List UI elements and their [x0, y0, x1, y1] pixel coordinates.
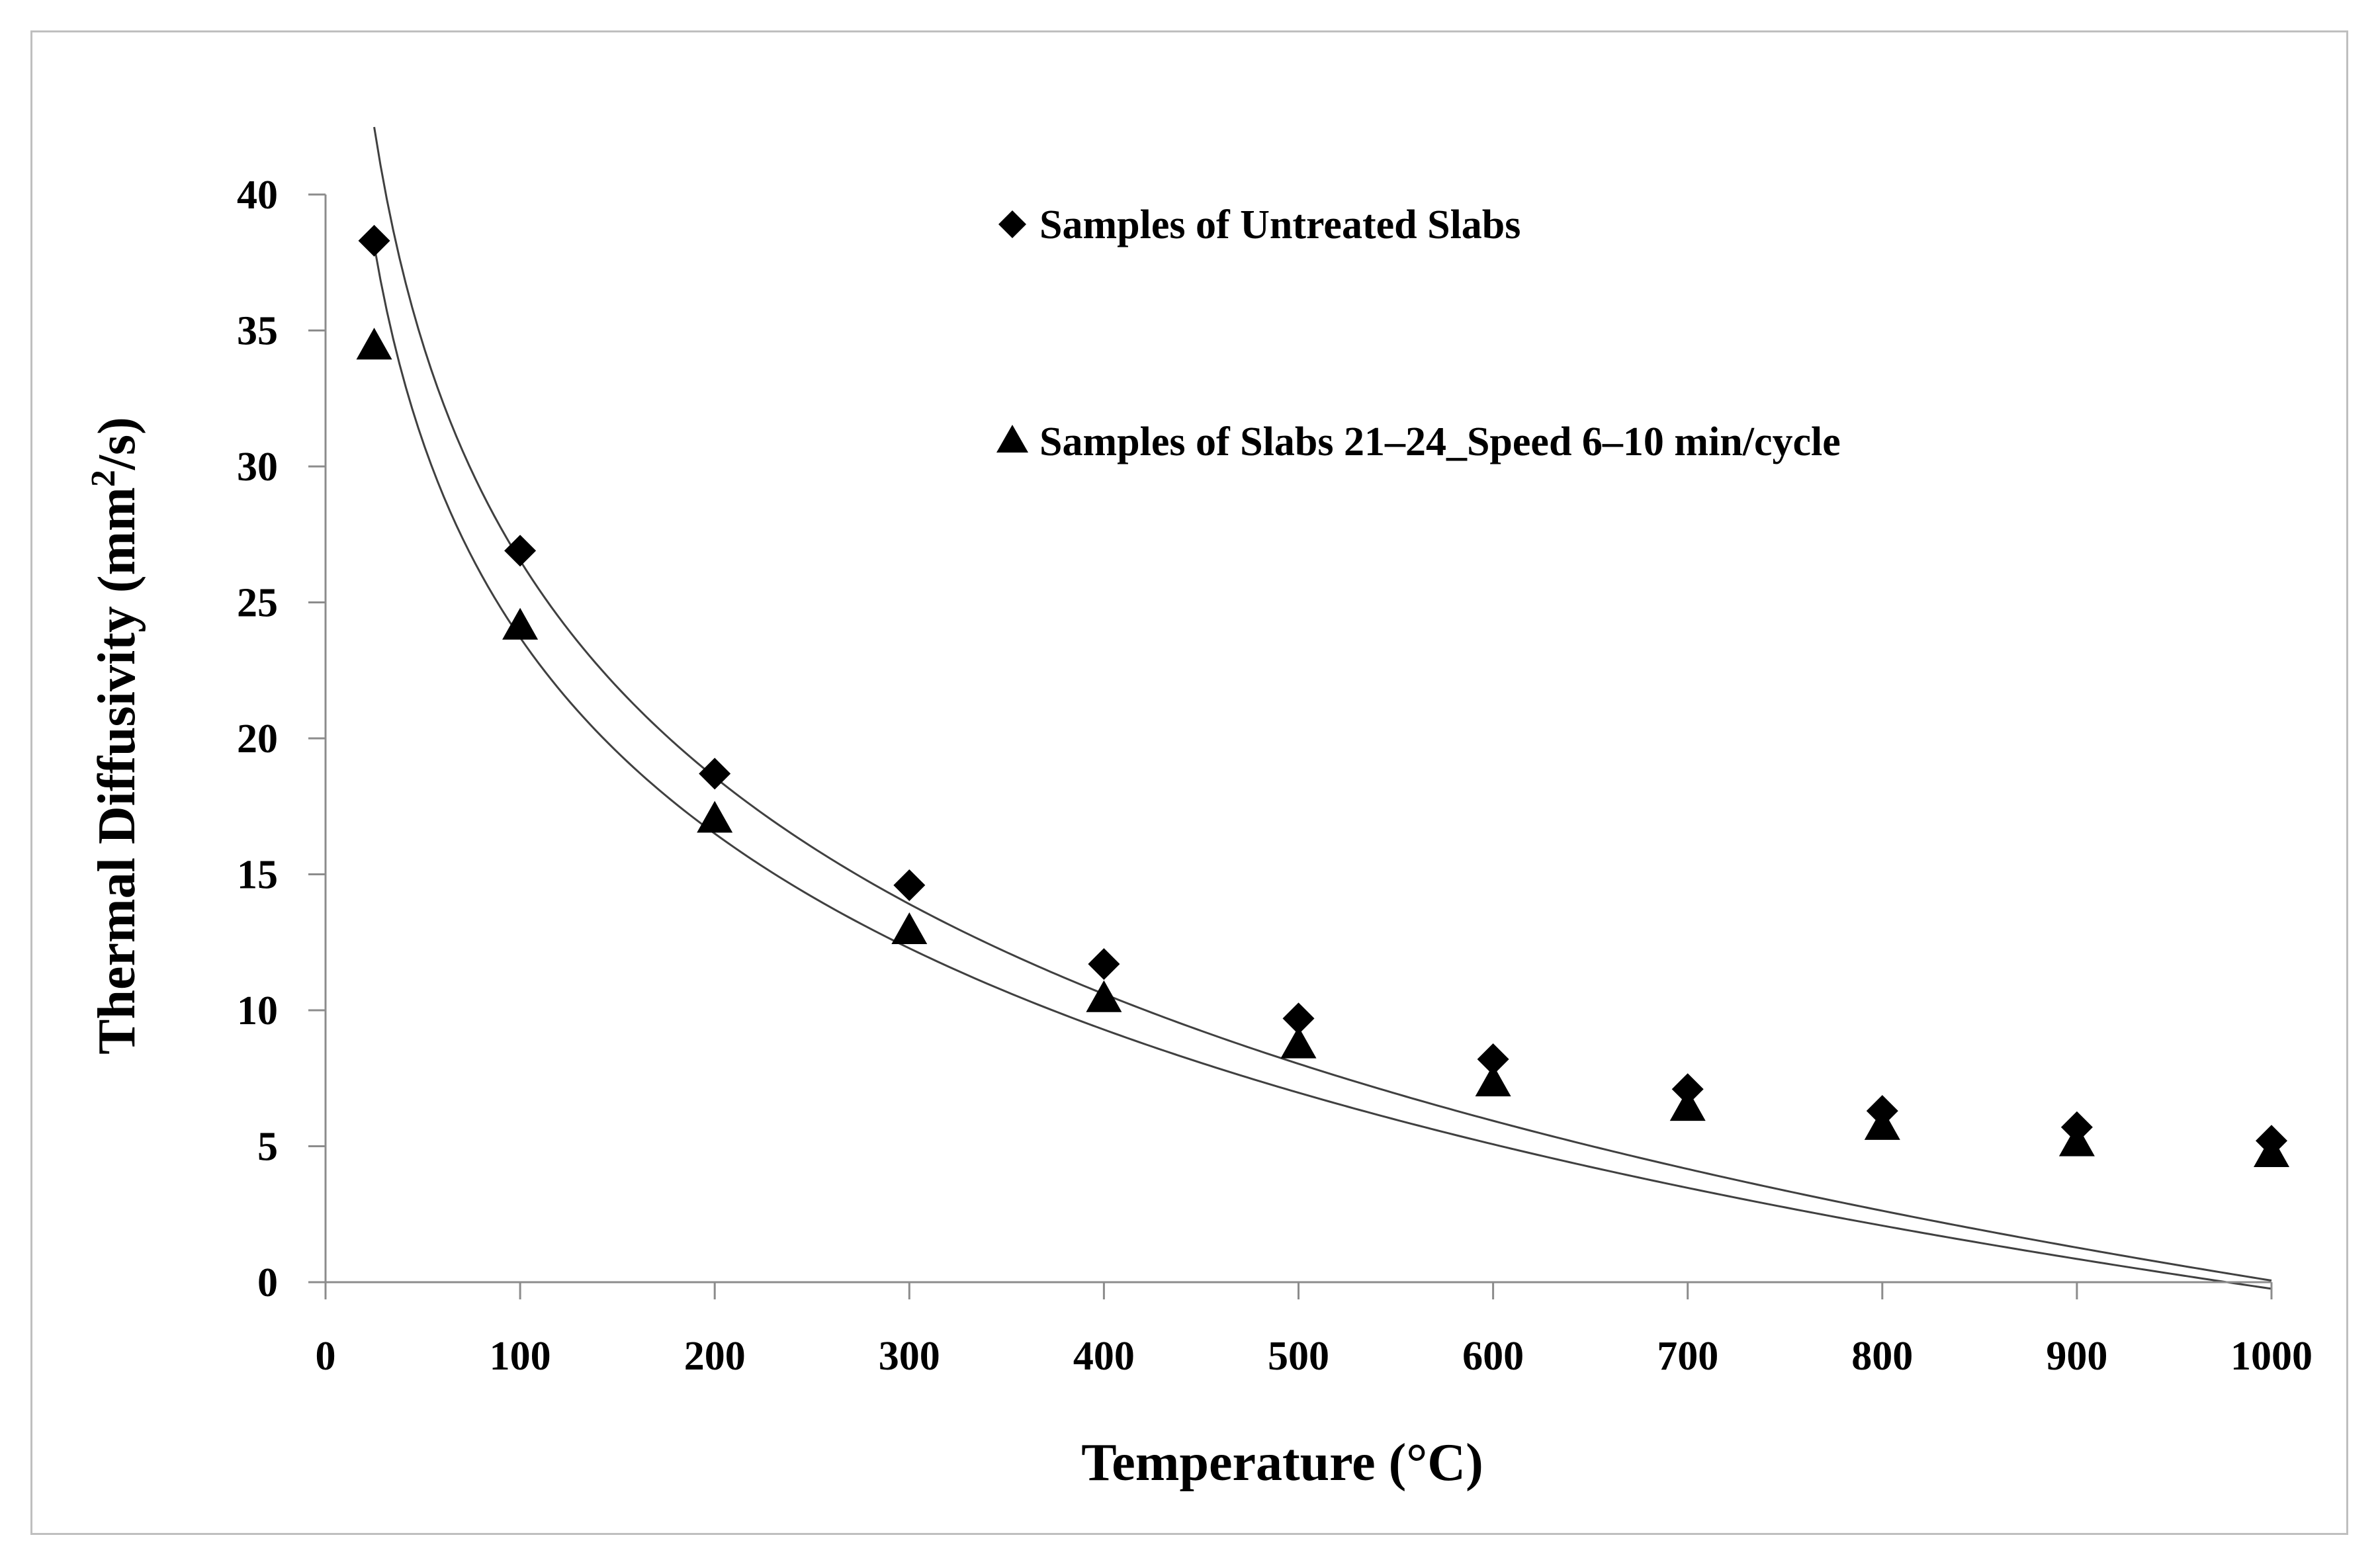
x-ticks: 0 100 200 300 400 500 600 700 800 900 1000 [316, 1282, 2313, 1379]
x-axis-title: Temperature (°C) [1081, 1434, 1483, 1492]
y-tick-label: 5 [257, 1125, 278, 1170]
diamond-point-series-1 [699, 758, 731, 790]
y-tick-label: 10 [237, 988, 278, 1033]
trendlines [373, 126, 2272, 1290]
x-tick-label: 700 [1657, 1334, 1718, 1379]
x-tick-label: 800 [1851, 1334, 1913, 1379]
x-tick-label: 300 [879, 1334, 940, 1379]
y-tick-label: 0 [257, 1260, 278, 1305]
y-axis-title-prefix: Thermal Diffusivity (mm [88, 487, 146, 1055]
legend-label-untreated: Samples of Untreated Slabs [1039, 202, 1521, 247]
legend-label-treated: Samples of Slabs 21–24_Speed 6–10 min/cy… [1039, 419, 1841, 464]
y-tick-label: 35 [237, 309, 278, 354]
x-tick-label: 500 [1268, 1334, 1329, 1379]
triangle-point-series-2 [697, 801, 733, 833]
y-axis-title: Thermal Diffusivity (mm2/s) [85, 417, 146, 1055]
triangle-point-series-2 [1669, 1089, 1706, 1121]
x-tick-label: 600 [1462, 1334, 1524, 1379]
x-tick-label: 1000 [2230, 1334, 2313, 1379]
diamond-point-series-1 [1282, 1002, 1315, 1035]
x-tick-label: 100 [490, 1334, 551, 1379]
x-tick-label: 900 [2046, 1334, 2107, 1379]
data-markers [356, 224, 2289, 1168]
triangle-point-series-2 [1864, 1108, 1900, 1140]
diamond-point-series-1 [504, 535, 537, 567]
triangle-point-series-2 [2058, 1124, 2095, 1156]
triangle-point-series-2 [1086, 980, 1122, 1012]
triangle-point-series-2 [502, 607, 539, 640]
y-tick-label: 40 [237, 173, 278, 218]
triangle-point-series-2 [891, 912, 928, 945]
y-ticks: 0 5 10 15 20 25 30 35 40 [237, 173, 326, 1305]
diamond-point-series-1 [893, 869, 926, 901]
triangle-point-series-2 [1280, 1026, 1317, 1059]
chart-frame [30, 30, 2348, 1535]
diamond-point-series-1 [1477, 1043, 1509, 1075]
x-tick-label: 200 [684, 1334, 746, 1379]
y-tick-label: 20 [237, 717, 278, 762]
x-tick-label: 0 [316, 1334, 336, 1379]
x-tick-label: 400 [1073, 1334, 1135, 1379]
diamond-point-series-1 [1088, 948, 1120, 980]
legend-entry-untreated: Samples of Untreated Slabs [998, 202, 1521, 247]
legend-diamond-marker [998, 210, 1026, 238]
y-tick-label: 30 [237, 445, 278, 490]
legend-triangle-marker [996, 425, 1028, 453]
trendline-series-2 [373, 245, 2272, 1290]
triangle-point-series-2 [2254, 1135, 2289, 1168]
y-tick-label: 15 [237, 853, 278, 898]
triangle-point-series-2 [1475, 1065, 1511, 1097]
axes [324, 195, 2271, 1284]
y-axis-title-suffix: /s) [88, 417, 146, 470]
y-axis-title-superscript: 2 [85, 470, 122, 487]
diamond-point-series-1 [358, 224, 390, 257]
trendline-series-1 [373, 126, 2272, 1282]
y-tick-label: 25 [237, 581, 278, 626]
triangle-point-series-2 [356, 327, 392, 360]
legend: Samples of Untreated Slabs Samples of Sl… [996, 202, 1841, 464]
legend-entry-treated: Samples of Slabs 21–24_Speed 6–10 min/cy… [996, 419, 1841, 464]
